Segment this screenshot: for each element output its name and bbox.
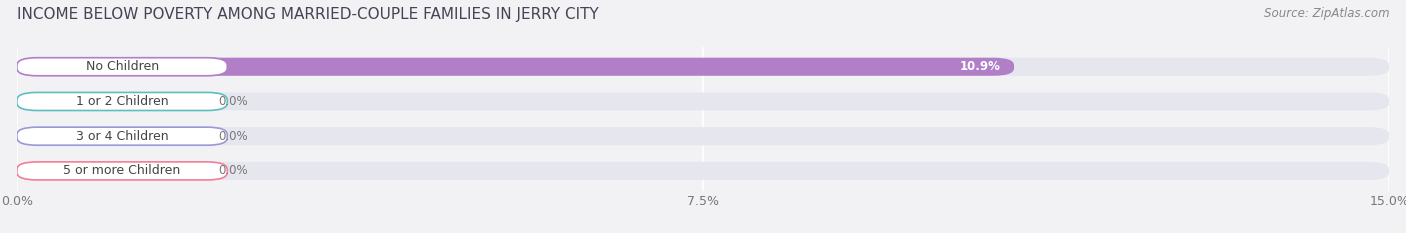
FancyBboxPatch shape: [17, 58, 228, 76]
FancyBboxPatch shape: [17, 93, 228, 110]
Text: 1 or 2 Children: 1 or 2 Children: [76, 95, 169, 108]
FancyBboxPatch shape: [17, 127, 228, 145]
Text: 0.0%: 0.0%: [218, 95, 247, 108]
FancyBboxPatch shape: [17, 127, 204, 145]
Text: 10.9%: 10.9%: [959, 60, 1000, 73]
Text: 3 or 4 Children: 3 or 4 Children: [76, 130, 169, 143]
FancyBboxPatch shape: [17, 162, 204, 180]
FancyBboxPatch shape: [17, 127, 1389, 145]
FancyBboxPatch shape: [17, 162, 1389, 180]
FancyBboxPatch shape: [17, 93, 204, 110]
FancyBboxPatch shape: [17, 58, 1014, 76]
Text: INCOME BELOW POVERTY AMONG MARRIED-COUPLE FAMILIES IN JERRY CITY: INCOME BELOW POVERTY AMONG MARRIED-COUPL…: [17, 7, 599, 22]
FancyBboxPatch shape: [17, 93, 1389, 110]
FancyBboxPatch shape: [17, 162, 228, 180]
Text: Source: ZipAtlas.com: Source: ZipAtlas.com: [1264, 7, 1389, 20]
Text: 0.0%: 0.0%: [218, 130, 247, 143]
FancyBboxPatch shape: [17, 58, 1389, 76]
Text: No Children: No Children: [86, 60, 159, 73]
Text: 0.0%: 0.0%: [218, 164, 247, 177]
Text: 5 or more Children: 5 or more Children: [63, 164, 181, 177]
